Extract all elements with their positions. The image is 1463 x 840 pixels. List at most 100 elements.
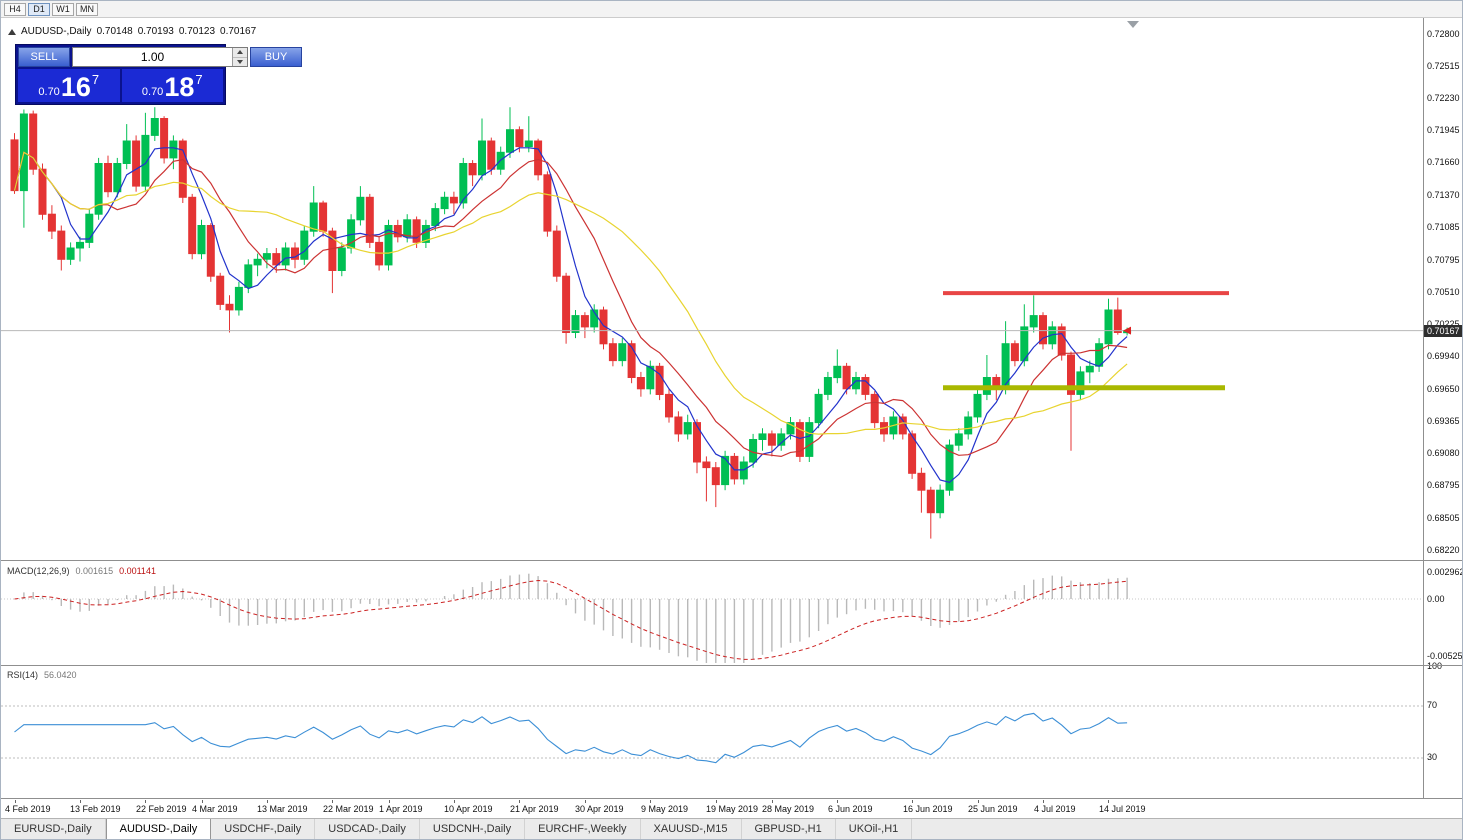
date-axis-label: 9 May 2019: [641, 804, 689, 814]
date-axis-label: 30 Apr 2019: [575, 804, 624, 814]
trade-panel-toggle-icon[interactable]: [8, 28, 16, 35]
volume-spinner: [232, 48, 247, 66]
date-axis-label: 4 Jul 2019: [1034, 804, 1076, 814]
rsi-panel-separator[interactable]: [1, 665, 1462, 666]
date-tick: [519, 800, 520, 803]
price-axis-label: 0.69940: [1427, 351, 1460, 361]
volume-input[interactable]: [73, 48, 232, 66]
date-axis-label: 28 May 2019: [762, 804, 815, 814]
macd-name-label: MACD(12,26,9): [7, 566, 70, 576]
chart-tab-xauusd-m15[interactable]: XAUUSD-,M15: [641, 819, 742, 839]
rsi-axis-label: 30: [1427, 752, 1438, 762]
rsi-axis-label: 70: [1427, 700, 1438, 710]
date-axis-label: 22 Mar 2019: [323, 804, 374, 814]
rsi-indicator-chart[interactable]: [1, 667, 1425, 797]
date-axis-label: 25 Jun 2019: [968, 804, 1018, 814]
chart-tab-eurchf-weekly[interactable]: EURCHF-,Weekly: [525, 819, 641, 839]
date-axis-label: 1 Apr 2019: [379, 804, 423, 814]
sell-price-big: 16: [60, 72, 91, 102]
chart-tab-usdchf-daily[interactable]: USDCHF-,Daily: [211, 819, 316, 839]
chart-symbol-label: AUDUSD-,Daily: [21, 26, 92, 37]
date-tick: [145, 800, 146, 803]
chart-tab-bar: EURUSD-,Daily AUDUSD-,Daily USDCHF-,Daily U…: [1, 818, 1462, 839]
chevron-up-icon: [237, 50, 243, 55]
date-tick: [80, 800, 81, 803]
buy-button[interactable]: BUY: [250, 47, 302, 67]
chart-tab-usdcad-daily[interactable]: USDCAD-,Daily: [315, 819, 420, 839]
date-tick: [837, 800, 838, 803]
price-axis-label: 0.70510: [1427, 287, 1460, 297]
macd-panel-separator[interactable]: [1, 560, 1462, 561]
sell-price-button[interactable]: 0.70 16 7: [18, 69, 120, 102]
buy-price-button[interactable]: 0.70 18 7: [121, 69, 223, 102]
date-axis[interactable]: 4 Feb 2019 13 Feb 2019 22 Feb 2019 4 Mar 20…: [1, 800, 1425, 820]
volume-up-button[interactable]: [233, 48, 247, 57]
chart-tab-gbpusd-h1[interactable]: GBPUSD-,H1: [742, 819, 836, 839]
date-axis-label: 6 Jun 2019: [828, 804, 873, 814]
timeframe-button-d1[interactable]: D1: [28, 2, 50, 16]
chart-tab-ukoil-h1[interactable]: UKOil-,H1: [836, 819, 913, 839]
date-tick: [912, 800, 913, 803]
sell-button[interactable]: SELL: [18, 47, 70, 67]
macd-axis-label: 0.00: [1427, 594, 1445, 604]
date-axis-label: 16 Jun 2019: [903, 804, 953, 814]
date-tick: [716, 800, 717, 803]
macd-signal-value: 0.001141: [119, 566, 156, 576]
price-axis-label: 0.72515: [1427, 61, 1460, 71]
main-candlestick-chart[interactable]: [1, 18, 1425, 559]
date-tick: [15, 800, 16, 803]
one-click-trading-panel: SELL BUY 0.70 16 7 0.70 18 7: [15, 44, 302, 105]
macd-value: 0.001615: [75, 566, 114, 576]
price-axis-label: 0.68505: [1427, 513, 1460, 523]
date-axis-label: 21 Apr 2019: [510, 804, 559, 814]
rsi-axis-label: 100: [1427, 661, 1443, 671]
rsi-name-label: RSI(14): [7, 670, 39, 680]
date-tick: [389, 800, 390, 803]
chart-tab-audusd-daily[interactable]: AUDUSD-,Daily: [105, 819, 212, 839]
timeframe-button-h4[interactable]: H4: [4, 2, 26, 16]
chart-low-value: 0.70123: [178, 26, 216, 37]
chart-tab-eurusd-daily[interactable]: EURUSD-,Daily: [1, 819, 106, 839]
date-axis-label: 14 Jul 2019: [1099, 804, 1146, 814]
rsi-value: 56.0420: [44, 670, 77, 680]
price-axis-label: 0.72800: [1427, 29, 1460, 39]
date-axis-label: 4 Feb 2019: [5, 804, 51, 814]
date-tick: [1108, 800, 1109, 803]
price-axis-label: 0.69650: [1427, 384, 1460, 394]
date-axis-separator: [1, 798, 1462, 799]
date-tick: [1043, 800, 1044, 803]
date-tick: [202, 800, 203, 803]
date-axis-label: 13 Mar 2019: [257, 804, 308, 814]
timeframe-button-w1[interactable]: W1: [52, 2, 74, 16]
volume-box: [72, 47, 248, 67]
date-tick: [267, 800, 268, 803]
chevron-down-icon: [237, 59, 243, 64]
date-tick: [650, 800, 651, 803]
price-axis-label: 0.71945: [1427, 125, 1460, 135]
price-axis-label: 0.68220: [1427, 545, 1460, 555]
date-axis-label: 19 May 2019: [706, 804, 759, 814]
price-axis-label: 0.69365: [1427, 416, 1460, 426]
date-tick: [772, 800, 773, 803]
price-axis-label: 0.70795: [1427, 255, 1460, 265]
macd-axis-label: -0.005255: [1427, 651, 1463, 661]
macd-axis-label: 0.002962: [1427, 567, 1463, 577]
price-axis[interactable]: 0.72800 0.72515 0.72230 0.71945 0.71660 0.713…: [1423, 18, 1462, 799]
timeframe-button-mn[interactable]: MN: [76, 2, 98, 16]
volume-down-button[interactable]: [233, 56, 247, 66]
date-axis-label: 22 Feb 2019: [136, 804, 187, 814]
buy-price-big: 18: [164, 72, 195, 102]
chart-tab-usdcnh-daily[interactable]: USDCNH-,Daily: [420, 819, 526, 839]
date-tick: [585, 800, 586, 803]
chart-high-value: 0.70193: [137, 26, 174, 37]
chart-open-value: 0.70148: [96, 26, 133, 37]
date-axis-label: 4 Mar 2019: [192, 804, 238, 814]
price-axis-label: 0.71370: [1427, 190, 1460, 200]
price-axis-label: 0.71085: [1427, 222, 1460, 232]
price-axis-label: 0.70225: [1427, 319, 1460, 329]
macd-indicator-chart[interactable]: [1, 563, 1425, 663]
price-axis-label: 0.71660: [1427, 157, 1460, 167]
chart-close-value: 0.70167: [220, 26, 257, 37]
current-price-tag: 0.70167: [1424, 325, 1462, 337]
